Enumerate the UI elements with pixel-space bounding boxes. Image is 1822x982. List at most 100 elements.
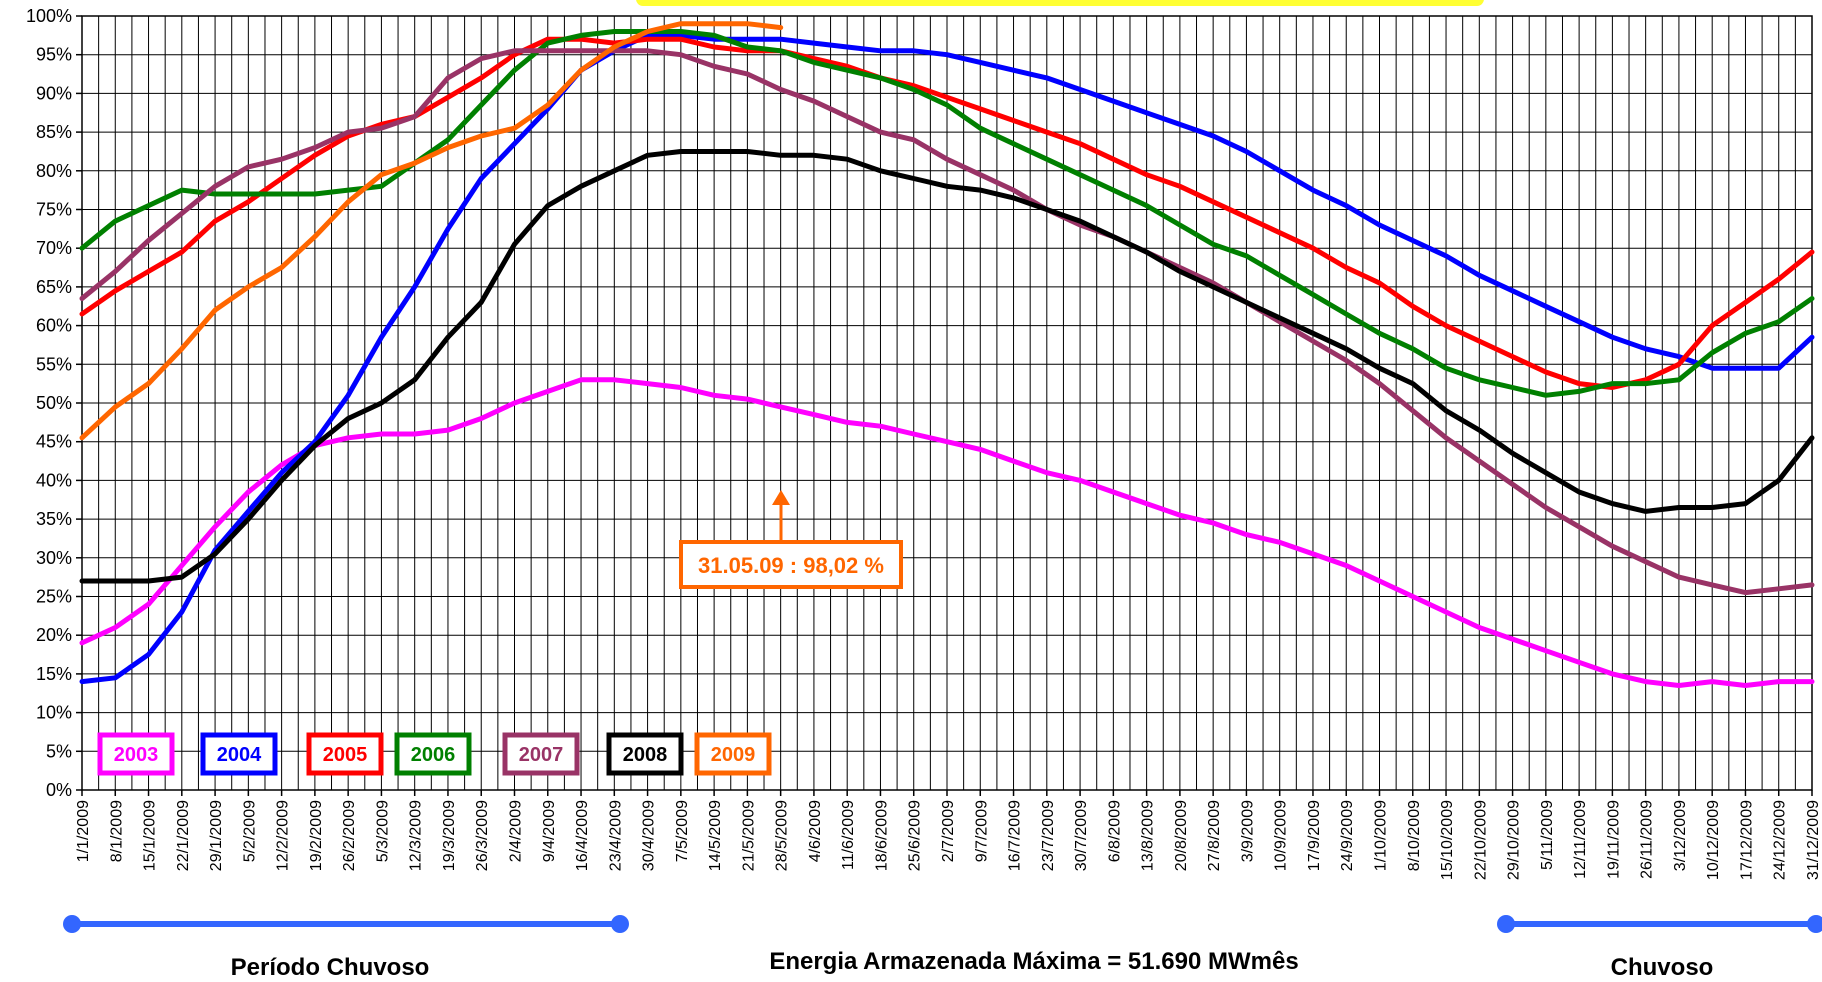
legend-item-2006: 2006 [394, 732, 472, 776]
legend-swatch [606, 732, 684, 776]
x-tick-label: 27/8/2009 [1206, 800, 1223, 871]
x-tick-label: 13/8/2009 [1140, 800, 1157, 871]
y-tick-label: 90% [36, 83, 72, 103]
top-yellow-bar [636, 0, 1484, 6]
annotation-arrowhead [772, 490, 790, 505]
y-tick-label: 0% [46, 780, 72, 800]
x-tick-label: 14/5/2009 [707, 800, 724, 871]
y-tick-label: 95% [36, 45, 72, 65]
x-tick-label: 26/2/2009 [341, 800, 358, 871]
y-axis-ticks: 0% 5% 10% 15% 20% 25% 30% 35% 40% 45% 50% 55% 60% 65%… [26, 6, 82, 800]
x-tick-label: 5/11/2009 [1539, 800, 1556, 870]
series-line-2003 [79, 377, 1815, 688]
energy-label: Energia Armazenada Máxima = 51.690 MWmês [769, 948, 1298, 975]
y-tick-label: 10% [36, 703, 72, 723]
series-line-2008 [79, 149, 1815, 584]
x-tick-label: 15/1/2009 [142, 800, 159, 871]
series-line-2006 [79, 29, 1815, 398]
x-tick-label: 19/2/2009 [308, 800, 325, 871]
x-tick-label: 22/1/2009 [175, 800, 192, 871]
legend-swatch [394, 732, 472, 776]
x-tick-label: 11/6/2009 [840, 800, 857, 870]
x-tick-label: 19/11/2009 [1605, 800, 1622, 879]
period-left-label: Período Chuvoso [231, 954, 430, 981]
x-tick-label: 26/3/2009 [474, 800, 491, 871]
y-tick-label: 15% [36, 664, 72, 684]
y-tick-label: 100% [26, 6, 72, 26]
x-tick-label: 23/7/2009 [1040, 800, 1057, 871]
x-tick-label: 2/7/2009 [940, 800, 957, 862]
series-lines [79, 21, 1815, 688]
y-tick-label: 55% [36, 354, 72, 374]
x-tick-label: 18/6/2009 [873, 800, 890, 871]
x-tick-label: 6/8/2009 [1106, 800, 1123, 862]
legend-item-2009: 2009 [694, 732, 772, 776]
x-tick-label: 24/9/2009 [1339, 800, 1356, 871]
y-tick-label: 60% [36, 316, 72, 336]
x-tick-label: 3/12/2009 [1672, 800, 1689, 871]
x-tick-label: 26/11/2009 [1639, 800, 1656, 879]
x-tick-label: 5/3/2009 [374, 800, 391, 862]
y-tick-label: 50% [36, 393, 72, 413]
x-tick-label: 10/9/2009 [1273, 800, 1290, 871]
x-tick-label: 10/12/2009 [1705, 800, 1722, 880]
legend-item-2008: 2008 [606, 732, 684, 776]
x-tick-label: 16/7/2009 [1007, 800, 1024, 871]
x-tick-label: 8/10/2009 [1406, 800, 1423, 871]
legend-label: 2004 [217, 744, 262, 766]
x-tick-label: 30/4/2009 [641, 800, 658, 871]
legend-item-2003: 2003 [97, 732, 175, 776]
legend: 2003 2004 2005 2006 2007 2008 2009 [97, 732, 772, 776]
legend-label: 2008 [623, 744, 668, 766]
x-tick-label: 17/9/2009 [1306, 800, 1323, 871]
annotation: 31.05.09 : 98,02 % [679, 490, 903, 589]
x-tick-label: 30/7/2009 [1073, 800, 1090, 871]
legend-label: 2009 [711, 744, 756, 766]
series-line-2007 [79, 48, 1815, 596]
legend-swatch [306, 732, 384, 776]
legend-item-2004: 2004 [200, 732, 278, 776]
legend-label: 2005 [323, 744, 368, 766]
x-tick-label: 17/12/2009 [1738, 800, 1755, 880]
legend-swatch [200, 732, 278, 776]
y-tick-label: 25% [36, 587, 72, 607]
annotation-box [679, 540, 903, 589]
x-tick-label: 2/4/2009 [508, 800, 525, 862]
legend-item-2007: 2007 [502, 732, 580, 776]
x-axis-ticks: 1/1/2009 8/1/2009 15/1/2009 22/1/2009 29/1/2… [75, 790, 1822, 880]
legend-swatch [694, 732, 772, 776]
x-tick-label: 21/5/2009 [740, 800, 757, 871]
x-tick-label: 28/5/2009 [774, 800, 791, 871]
x-tick-label: 19/3/2009 [441, 800, 458, 871]
x-tick-label: 9/7/2009 [973, 800, 990, 862]
y-tick-label: 40% [36, 470, 72, 490]
y-tick-label: 85% [36, 122, 72, 142]
x-tick-label: 29/10/2009 [1506, 800, 1523, 880]
x-tick-label: 31/12/2009 [1805, 800, 1822, 880]
x-tick-label: 1/10/2009 [1373, 800, 1390, 871]
x-tick-label: 25/6/2009 [907, 800, 924, 871]
legend-label: 2007 [519, 744, 564, 766]
y-tick-label: 80% [36, 161, 72, 181]
x-tick-label: 3/9/2009 [1239, 800, 1256, 862]
period-bar-left [63, 915, 629, 933]
x-tick-label: 7/5/2009 [674, 800, 691, 862]
legend-swatch [97, 732, 175, 776]
legend-item-2005: 2005 [306, 732, 384, 776]
y-tick-label: 20% [36, 625, 72, 645]
x-tick-label: 9/4/2009 [541, 800, 558, 862]
x-tick-label: 4/6/2009 [807, 800, 824, 862]
series-line-2009 [79, 21, 784, 441]
x-tick-label: 20/8/2009 [1173, 800, 1190, 871]
x-tick-label: 12/11/2009 [1572, 800, 1589, 879]
x-tick-label: 12/3/2009 [408, 800, 425, 871]
y-tick-label: 75% [36, 200, 72, 220]
y-tick-label: 30% [36, 548, 72, 568]
y-tick-label: 45% [36, 432, 72, 452]
x-tick-label: 16/4/2009 [574, 800, 591, 871]
y-tick-label: 65% [36, 277, 72, 297]
x-tick-label: 12/2/2009 [275, 800, 292, 871]
period-right-label: Chuvoso [1611, 954, 1714, 981]
legend-label: 2006 [411, 744, 456, 766]
